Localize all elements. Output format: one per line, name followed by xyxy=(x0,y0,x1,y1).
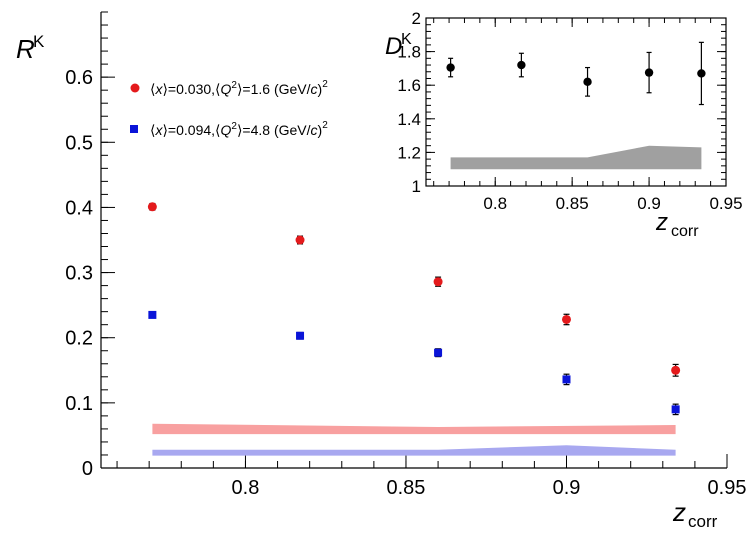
main-ticks: 0.8 0.85 0.9 0.95 0 0.1 0.2 0.3 0.4 0.5 0.6 xyxy=(65,11,747,499)
blue-marker xyxy=(296,331,305,340)
inset-y-title: D xyxy=(385,33,402,60)
blue-data-point xyxy=(296,331,305,340)
main-y-tick-label: 0.4 xyxy=(65,197,93,219)
main-bands xyxy=(152,423,676,456)
black-marker xyxy=(583,77,592,87)
legend-red-label: ⟨x⟩=0.030,⟨Q2⟩=1.6 (GeV/c)2 xyxy=(150,79,328,97)
blue-marker xyxy=(562,375,571,384)
red-data-point xyxy=(147,202,157,212)
legend-blue-marker xyxy=(130,125,138,133)
black-data-point xyxy=(446,57,455,78)
inset-ticks: 0.8 0.85 0.9 0.95 1 1.2 1.4 1.6 1.8 2 xyxy=(397,9,742,213)
inset-y-tick-label: 1.6 xyxy=(397,76,421,95)
main-y-title-sub: K xyxy=(33,32,45,51)
main-x-tick-label: 0.95 xyxy=(708,477,747,499)
main-points xyxy=(147,202,681,416)
main-y-tick-label: 0.2 xyxy=(65,328,93,350)
main-y-tick-label: 0 xyxy=(82,458,93,480)
red-data-point xyxy=(433,276,443,287)
inset-bands xyxy=(450,145,702,170)
blue-data-point xyxy=(671,403,680,416)
main-y-tick-label: 0.3 xyxy=(65,263,93,285)
red-data-point xyxy=(295,235,305,245)
blue-data-point xyxy=(148,310,157,319)
blue-marker xyxy=(434,348,443,357)
black-data-point xyxy=(697,41,706,106)
main-y-tick-label: 0.6 xyxy=(65,67,93,89)
inset-y-tick-label: 1.2 xyxy=(397,143,421,162)
red-marker xyxy=(147,202,157,212)
red-data-point xyxy=(671,363,681,377)
inset-x-tick-label: 0.9 xyxy=(637,194,661,213)
black-data-point xyxy=(644,51,654,94)
inset-y-tick-label: 2 xyxy=(412,9,421,28)
black-marker xyxy=(697,69,706,78)
red-marker xyxy=(295,235,305,245)
blue-data-point xyxy=(434,348,443,358)
main-x-tick-label: 0.9 xyxy=(553,477,581,499)
main-y-tick-label: 0.5 xyxy=(65,132,93,154)
legend-blue-label: ⟨x⟩=0.094,⟨Q2⟩=4.8 (GeV/c)2 xyxy=(150,120,328,138)
inset-y-title-sub: K xyxy=(401,31,412,48)
inset-y-tick-label: 1.8 xyxy=(397,43,421,62)
inset-x-tick-label: 0.85 xyxy=(556,194,589,213)
main-y-title: R xyxy=(16,34,35,64)
black-marker xyxy=(644,68,654,77)
blue-marker xyxy=(148,310,157,319)
inset-x-title: z xyxy=(655,209,668,236)
inset-x-tick-label: 0.8 xyxy=(483,194,507,213)
red-marker xyxy=(671,365,681,375)
blue-sys-band xyxy=(152,445,676,456)
main-x-title-sub: corr xyxy=(688,512,718,531)
black-data-point xyxy=(583,66,592,97)
inset-x-tick-label: 0.95 xyxy=(709,194,742,213)
blue-marker xyxy=(671,405,680,414)
main-x-title: z xyxy=(672,497,686,527)
inset-y-tick-label: 1 xyxy=(412,177,421,196)
inset-points xyxy=(446,41,706,106)
red-marker xyxy=(433,277,443,287)
inset-sys-band xyxy=(450,145,702,170)
main-x-tick-label: 0.8 xyxy=(232,477,260,499)
main-x-tick-label: 0.85 xyxy=(387,477,426,499)
inset-plot: 0.8 0.85 0.9 0.95 1 1.2 1.4 1.6 1.8 2 D K z corr xyxy=(385,9,743,240)
inset-x-title-sub: corr xyxy=(671,223,699,240)
red-data-point xyxy=(561,313,571,326)
main-y-tick-label: 0.1 xyxy=(65,393,93,415)
legend-red-marker xyxy=(130,83,140,93)
legend: ⟨x⟩=0.030,⟨Q2⟩=1.6 (GeV/c)2 ⟨x⟩=0.094,⟨Q… xyxy=(130,79,328,138)
red-marker xyxy=(561,314,571,324)
inset-y-tick-label: 1.4 xyxy=(397,110,421,129)
black-marker xyxy=(517,60,526,70)
red-sys-band xyxy=(152,423,676,435)
black-data-point xyxy=(517,52,526,78)
black-marker xyxy=(446,63,455,72)
blue-data-point xyxy=(562,373,571,386)
